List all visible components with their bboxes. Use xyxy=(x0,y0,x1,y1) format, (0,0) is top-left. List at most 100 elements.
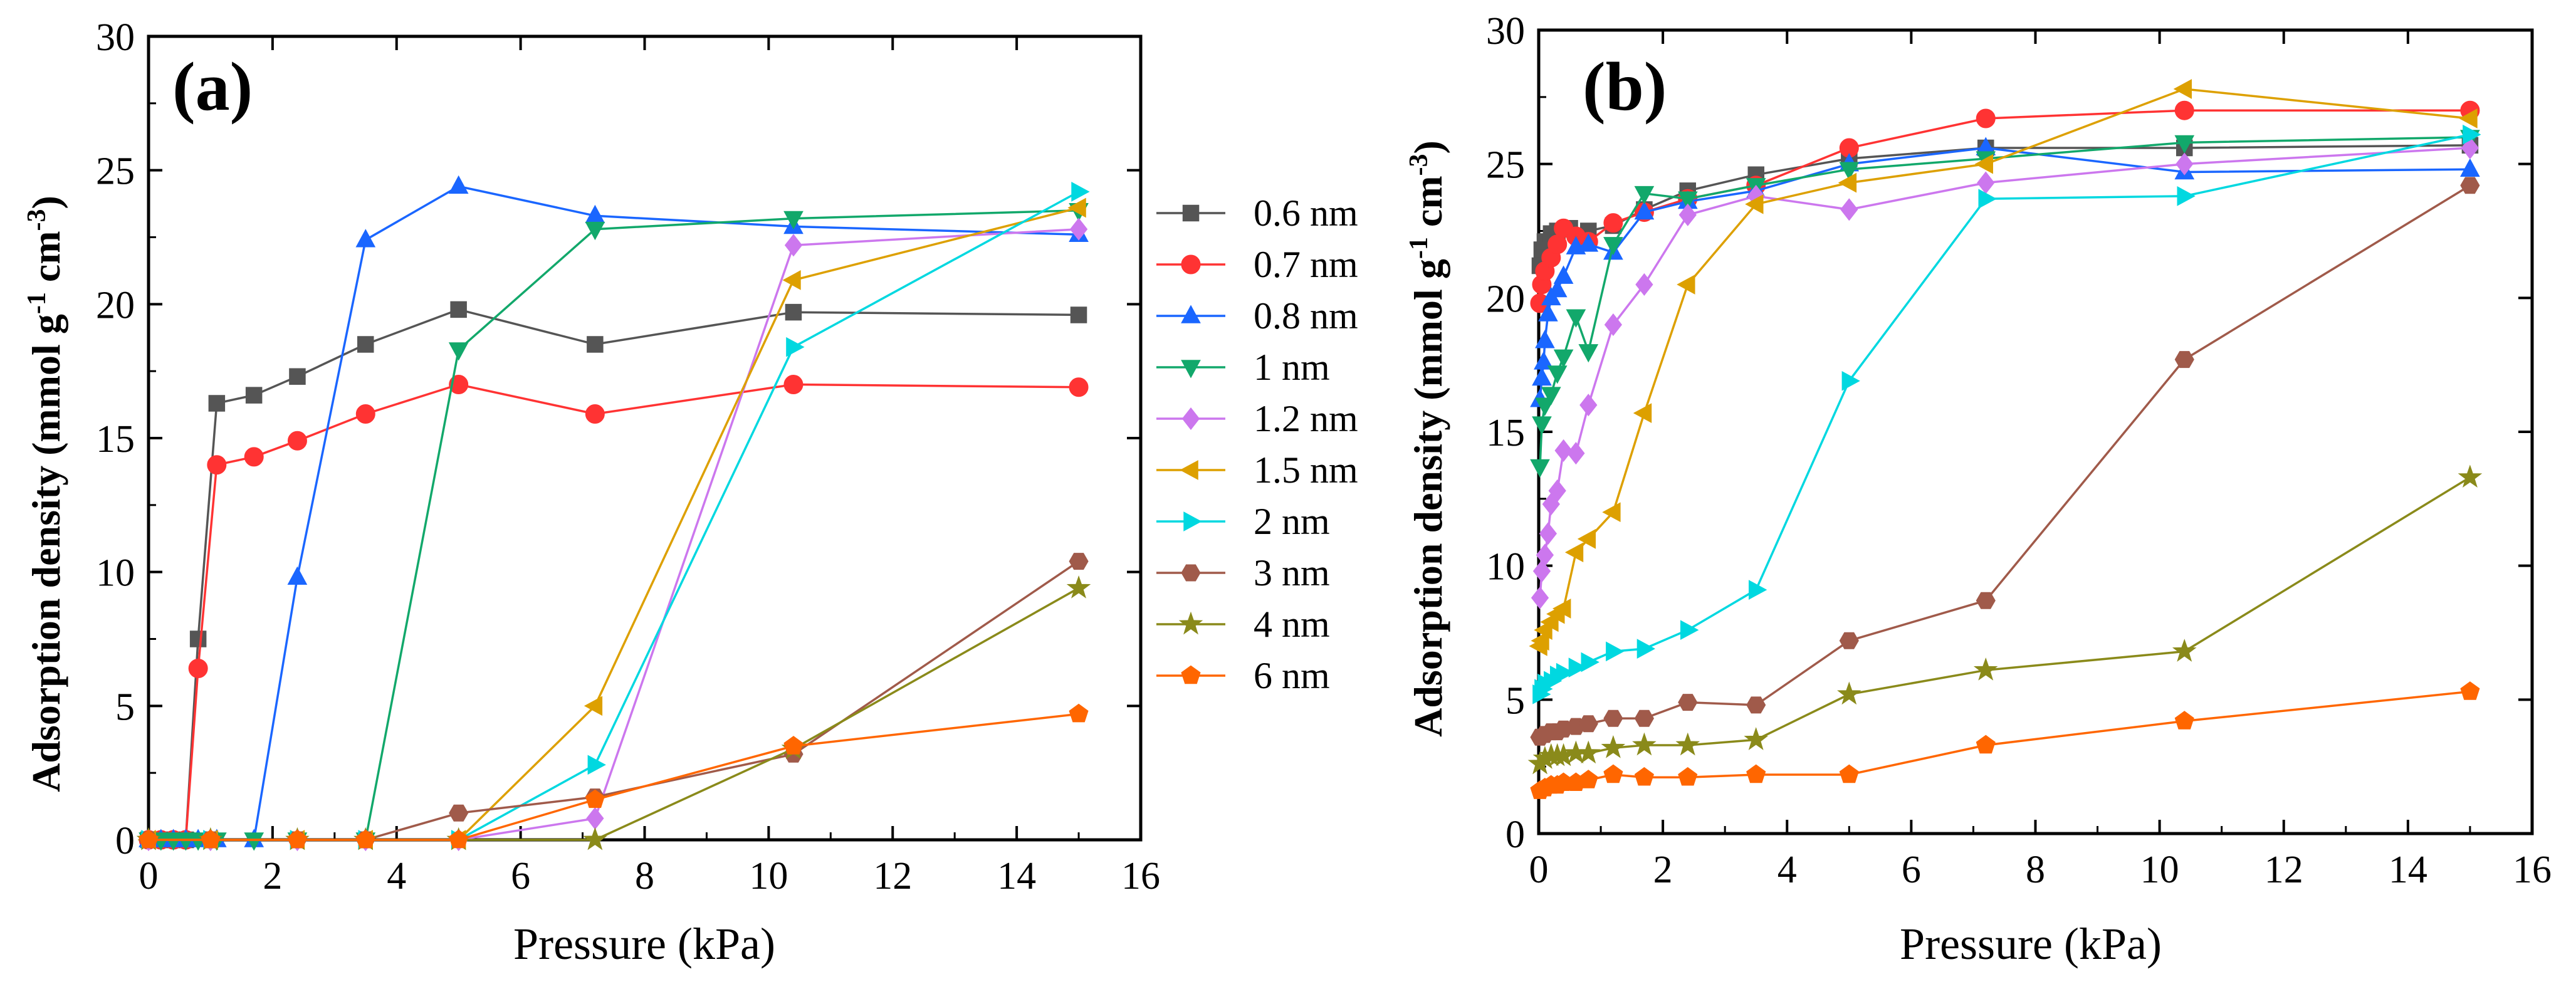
panel-b-y-tick-label: 15 xyxy=(1486,412,1525,454)
panel-b-point-1p5-nm xyxy=(1838,172,1857,193)
panel-a-point-4-nm xyxy=(583,827,607,850)
panel-a-line-2-nm xyxy=(149,191,1079,841)
panel-b-x-tick-label: 2 xyxy=(1653,849,1673,891)
panel-b-x-tick-label: 16 xyxy=(2513,849,2552,891)
panel-b-point-0p8-nm xyxy=(1634,201,1655,220)
panel-b-point-4-nm xyxy=(2458,464,2483,488)
panel-b-point-1-nm xyxy=(2174,135,2195,154)
panel-b-point-6-nm xyxy=(1976,735,1996,754)
panel-b-point-1p5-nm xyxy=(1974,154,1993,174)
panel-a-point-0p7-nm xyxy=(244,447,264,467)
panel-b-point-2-nm xyxy=(1636,639,1655,659)
panel-b-y-label-sup2: -3 xyxy=(1405,154,1433,175)
panel-a-point-0p8-nm xyxy=(355,229,376,248)
panel-a-line-3-nm xyxy=(149,560,1080,841)
panel-b-point-3-nm xyxy=(2460,177,2480,194)
panel-a-series-1p5-nm xyxy=(137,197,1086,850)
panel-a-y-tick-label: 0 xyxy=(115,820,135,862)
panel-b-y-label-mid: cm xyxy=(1406,175,1450,237)
panel-b-line-2-nm xyxy=(1539,133,2471,695)
panel-b-point-4-nm xyxy=(1601,735,1626,758)
panel-a-y-tick-label: 20 xyxy=(96,284,135,327)
legend-marker-0p7-nm xyxy=(1181,254,1201,275)
panel-b-series-1p2-nm xyxy=(1531,136,2479,610)
panel-a-line-1p5-nm xyxy=(149,206,1079,841)
panel-b-y-tick-label: 30 xyxy=(1486,10,1525,53)
panel-b-x-tick-label: 8 xyxy=(2026,849,2045,891)
panel-a-x-tick-label: 2 xyxy=(263,855,282,897)
panel-b-point-1p2-nm xyxy=(1531,586,1549,610)
panel-b-point-1p5-nm xyxy=(1602,502,1621,523)
panel-a-x-tick-label: 16 xyxy=(1121,855,1160,897)
panel-b-point-1p2-nm xyxy=(1539,522,1558,545)
panel-b-point-0p8-nm xyxy=(1538,303,1558,322)
panel-b-point-1p2-nm xyxy=(1635,273,1653,296)
panel-b-point-3-nm xyxy=(1746,696,1766,714)
panel-a-point-1p5-nm xyxy=(584,696,603,716)
legend-item-1-nm: 1 nm xyxy=(1156,347,1330,388)
legend-item-6-nm: 6 nm xyxy=(1156,655,1330,696)
panel-a-point-1p2-nm xyxy=(1069,217,1088,241)
panel-b-point-0p8-nm xyxy=(1547,278,1568,298)
panel-b-y-tick-label: 25 xyxy=(1486,144,1525,187)
panel-a-point-0p7-nm xyxy=(355,404,375,424)
panel-b-point-4-nm xyxy=(1675,732,1700,756)
panel-a-point-1-nm xyxy=(448,342,469,361)
panel-a-series-0p7-nm xyxy=(139,375,1089,850)
panel-b-point-6-nm xyxy=(1678,767,1698,786)
panel-b-y-label-sup1: -1 xyxy=(1405,237,1433,259)
panel-a-point-0p6-nm xyxy=(450,301,467,318)
panel-b-x-tick-label: 10 xyxy=(2140,849,2179,891)
panel-a-y-label-sup2: -3 xyxy=(23,209,51,231)
legend-label-1p2-nm: 1.2 nm xyxy=(1254,398,1358,439)
panel-b-plot-area: 0 2 4 6 8 10 12 14 16 0 5 10 15 20 25 30 xyxy=(1486,10,2552,891)
panel-a-label: (a) xyxy=(172,48,253,125)
panel-b-point-1p5-nm xyxy=(2459,108,2478,128)
panel-a-plot-area: 0 2 4 6 8 10 12 14 16 0 5 10 15 20 25 30 xyxy=(96,16,1160,897)
panel-b-label: (b) xyxy=(1583,48,1667,125)
panel-b-point-2-nm xyxy=(1581,652,1600,672)
legend-marker-0p6-nm xyxy=(1182,204,1200,222)
panel-b-point-2-nm xyxy=(1556,662,1575,683)
panel-a-y-axis-label: Adsorption density (mmol g-1 cm-3) xyxy=(23,196,68,792)
panel-b-point-1p2-nm xyxy=(1604,313,1623,337)
panel-a-line-1p2-nm xyxy=(149,228,1079,841)
panel-a-point-0p6-nm xyxy=(1070,306,1087,323)
legend-item-1p2-nm: 1.2 nm xyxy=(1156,398,1358,439)
panel-a-point-1p5-nm xyxy=(782,270,801,290)
panel-a-y-tick-label: 30 xyxy=(96,16,135,59)
panel-b-x-tick-label: 0 xyxy=(1529,849,1549,891)
legend-label-0p7-nm: 0.7 nm xyxy=(1254,244,1358,285)
legend-item-2-nm: 2 nm xyxy=(1156,501,1330,542)
panel-b-point-1-nm xyxy=(1553,349,1574,368)
panel-a-line-4-nm xyxy=(149,587,1079,841)
legend-marker-1-nm xyxy=(1181,360,1201,379)
panel-b-point-0p8-nm xyxy=(2460,158,2480,177)
panel-b-series-0p8-nm xyxy=(1530,137,2480,407)
legend-marker-6-nm xyxy=(1181,665,1201,684)
panel-a-series-1-nm xyxy=(139,203,1089,851)
panel-a-point-6-nm xyxy=(355,829,375,849)
panel-b-y-tick-label: 20 xyxy=(1486,278,1525,320)
panel-b-point-2-nm xyxy=(2463,124,2481,145)
panel-b-point-3-nm xyxy=(1578,715,1598,733)
panel-b-series-6-nm xyxy=(1530,681,2480,799)
legend-marker-1p2-nm xyxy=(1181,407,1200,431)
panel-b-point-2-nm xyxy=(1978,189,1997,209)
legend-label-0p8-nm: 0.8 nm xyxy=(1254,295,1358,337)
panel-a-point-6-nm xyxy=(449,829,469,849)
panel-b-point-1-nm xyxy=(1578,344,1599,363)
panel-a-x-tick-label: 10 xyxy=(749,855,788,897)
panel-a-point-4-nm xyxy=(1066,575,1091,599)
panel-b-point-1-nm xyxy=(1541,387,1561,406)
legend-marker-0p8-nm xyxy=(1181,305,1201,323)
panel-a-point-1-nm xyxy=(783,211,804,230)
panel-a-y-label-end: ) xyxy=(24,196,68,209)
panel-b-point-4-nm xyxy=(1973,657,1998,681)
panel-a-x-tick-label: 8 xyxy=(635,855,654,897)
panel-b-point-4-nm xyxy=(1837,681,1861,705)
panel-a-point-6-nm xyxy=(287,829,307,849)
panel-b-point-0p8-nm xyxy=(1553,265,1574,284)
panel-a-series-3-nm xyxy=(139,553,1089,849)
legend: 0.6 nm 0.7 nm 0.8 nm 1 nm 1.2 nm 1.5 nm 2 nm 3 … xyxy=(1156,192,1358,696)
